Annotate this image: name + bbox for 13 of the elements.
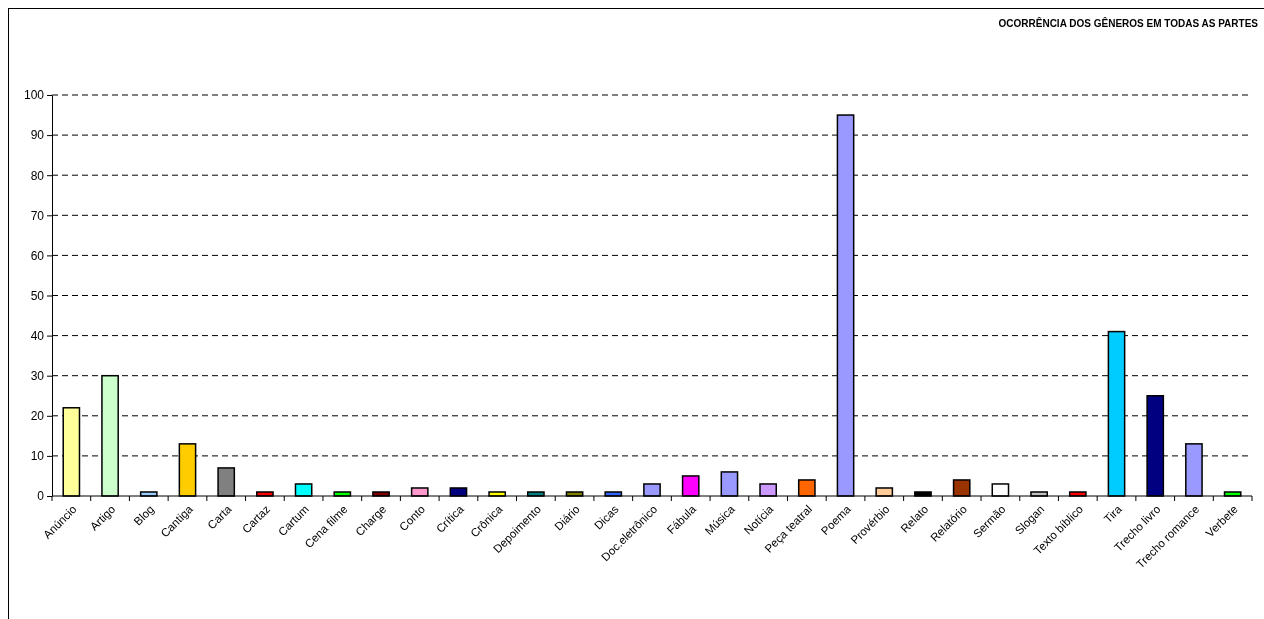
y-tick-label: 100: [23, 88, 45, 103]
y-tick-label: 0: [37, 489, 45, 504]
y-tick-label: 80: [30, 168, 45, 183]
y-tick-label: 40: [30, 328, 45, 343]
chart-title: OCORRÊNCIA DOS GÊNEROS EM TODAS AS PARTES: [998, 17, 1259, 29]
y-tick-label: 50: [30, 288, 45, 303]
y-tick-label: 70: [30, 208, 45, 223]
y-tick-label: 30: [30, 369, 45, 384]
x-tick-label: Tira: [1101, 502, 1125, 526]
y-tick-label: 90: [30, 128, 45, 143]
y-tick-label: 20: [30, 409, 45, 424]
y-tick-label: 60: [30, 248, 45, 263]
y-tick-label: 10: [30, 449, 45, 464]
